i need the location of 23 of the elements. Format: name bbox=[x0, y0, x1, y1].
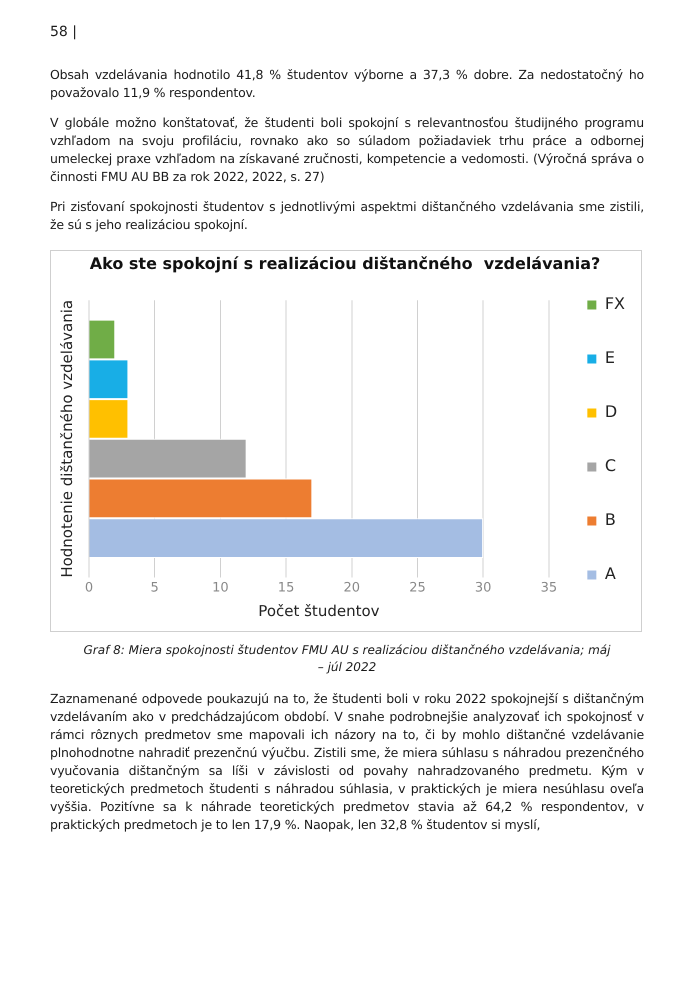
x-tick-label: 10 bbox=[212, 580, 229, 596]
text: 58 | bbox=[50, 24, 78, 40]
chart-title: Ako ste spokojní s realizáciou dištančného vzdelávania? bbox=[90, 254, 600, 273]
x-tick-label: 0 bbox=[84, 580, 94, 596]
x-tick-label: 15 bbox=[278, 580, 294, 596]
legend-label: B bbox=[604, 510, 616, 530]
legend-label: FX bbox=[604, 294, 626, 314]
legend-label: A bbox=[604, 564, 616, 584]
x-tick-label: 25 bbox=[409, 580, 426, 596]
text: Pri zisťovaní spokojnosti študentov s jednotlivými aspektmi dištančného vzdelávania sme zistili, že sú s jeho realizáciou spokojní. bbox=[50, 198, 644, 234]
legend-label: E bbox=[604, 348, 615, 368]
legend-label: D bbox=[604, 402, 618, 422]
text: Zaznamenané odpovede poukazujú na to, že študenti boli v roku 2022 spokojnejší s dištančným vzdelávaním ako v predchádzajúcom období. V snahe podrobnejšie analyzovať ich spokojnosť v rámci rôznych predmetov sme mapovali ich názory na to, či by mohlo dištančné vzdelávanie plnohodnotne nahradiť prezenčnú výučbu. Zistili sme, že miera súhlasu s náhradou prezenčného vyučovania dištančným sa líši v závislosti od povahy nahradzovaného predmetu. Kým v teoretických predmetoch študenti s náhradou súhlasia, v praktických je miera nesúhlasu oveľa vyššia. Pozitívne sa k náhrade teoretických predmetov stavia až 64,2 % respondentov, v praktických predmetoch je to len 17,9 %. Naopak, len 32,8 % študentov si myslí, bbox=[50, 690, 644, 834]
x-tick-label: 20 bbox=[343, 580, 360, 596]
text: Obsah vzdelávania hodnotilo 41,8 % študentov výborne a 37,3 % dobre. Za nedostatočný ho považovalo 11,9 % respondentov. bbox=[50, 66, 644, 102]
legend-label: C bbox=[604, 456, 616, 476]
x-tick-label: 30 bbox=[474, 580, 492, 596]
x-tick-label: 35 bbox=[540, 580, 558, 596]
y-axis-title: Hodnotenie dištančného vzdelávania bbox=[58, 300, 76, 578]
text: V globále možno konštatovať, že študenti boli spokojní s relevantnosťou študijného programu vzhľadom na svoju profiláciu, rovnako ako so súladom požiadaviek trhu práce a odbornej umeleckej praxe vzhľadom na získavané zručnosti, kompetencie a vedomosti. (Výročná správa o činnosti FMU AU BB za rok 2022, 2022, s. 27) bbox=[50, 114, 644, 186]
text: Graf 8: Miera spokojnosti študentov FMU AU s realizáciou dištančného vzdelávania; máj – júl 2022 bbox=[82, 642, 612, 676]
x-tick-label: 5 bbox=[150, 580, 159, 596]
x-axis-title: Počet študentov bbox=[258, 602, 380, 620]
